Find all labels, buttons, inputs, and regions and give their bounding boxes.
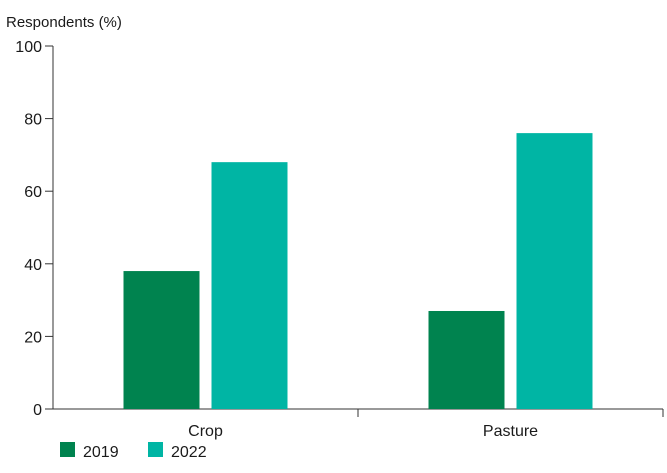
bar-2022-crop	[211, 162, 288, 409]
y-tick-label: 60	[24, 184, 42, 201]
bar-2019-pasture	[428, 310, 505, 409]
x-tick-label: Crop	[188, 423, 223, 440]
y-tick-label: 100	[15, 39, 42, 56]
bar-2022-pasture	[516, 133, 593, 409]
y-axis-label: Respondents (%)	[6, 14, 122, 31]
legend-swatch-2019	[60, 442, 75, 457]
legend: 2019 2022	[60, 442, 207, 461]
y-tick-label: 40	[24, 257, 42, 274]
y-tick-label: 80	[24, 112, 42, 129]
legend-swatch-2022	[148, 442, 163, 457]
legend-label: 2022	[171, 444, 207, 461]
plot-area: 0 20 40 60 80 100 Crop Pasture	[15, 39, 664, 440]
y-tick-label: 0	[33, 402, 42, 419]
y-tick-label: 20	[24, 329, 42, 346]
bar-2019-crop	[123, 271, 200, 409]
x-tick-label: Pasture	[483, 423, 538, 440]
legend-label: 2019	[83, 444, 119, 461]
